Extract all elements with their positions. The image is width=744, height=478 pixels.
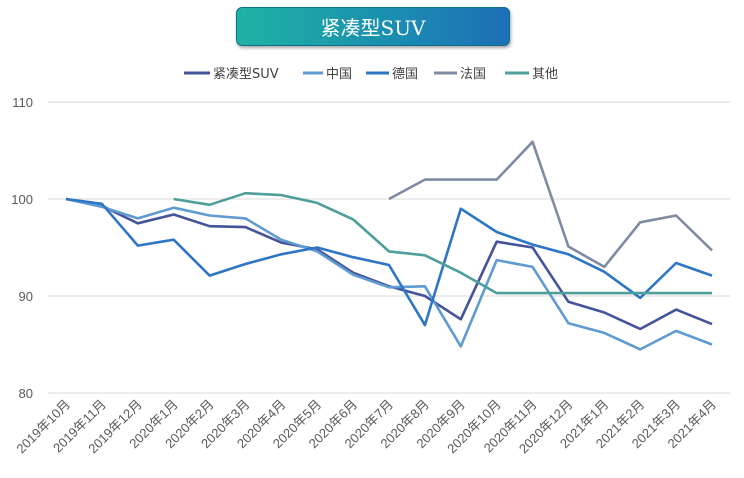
legend-label: 法国 bbox=[460, 67, 486, 82]
series-line-1 bbox=[65, 197, 713, 351]
y-tick-label: 90 bbox=[19, 289, 33, 304]
legend-label: 中国 bbox=[326, 67, 352, 82]
y-tick-label: 80 bbox=[19, 386, 33, 401]
legend-label: 其他 bbox=[532, 67, 558, 82]
chart-title: 紧凑型SUV bbox=[236, 7, 510, 46]
series-line-3 bbox=[388, 140, 713, 269]
series-line-4 bbox=[173, 191, 712, 295]
y-tick-label: 110 bbox=[12, 95, 33, 110]
legend-label: 德国 bbox=[392, 67, 418, 82]
y-tick-label: 100 bbox=[11, 192, 33, 207]
legend-label: 紧凑型SUV bbox=[213, 67, 279, 82]
